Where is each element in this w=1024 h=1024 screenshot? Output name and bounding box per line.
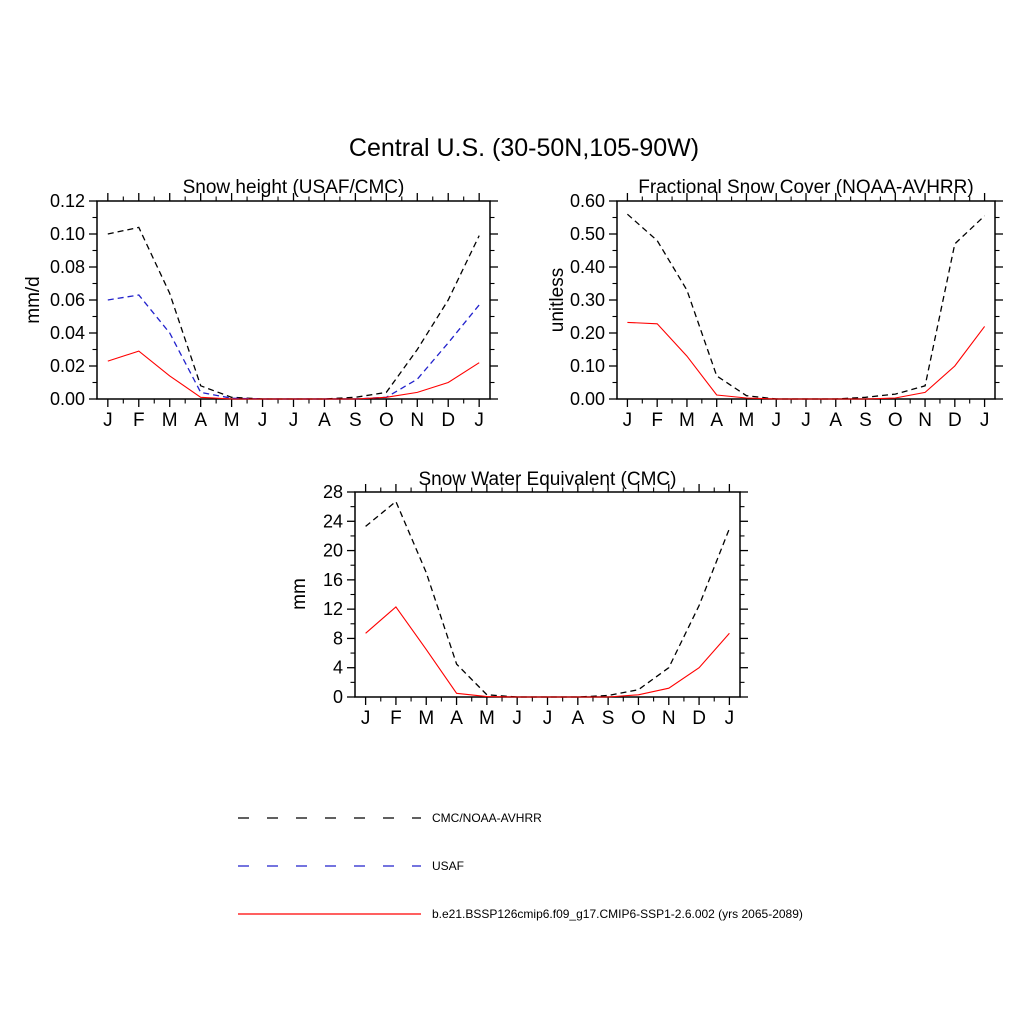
svg-text:S: S [859, 410, 872, 431]
svg-text:M: M [224, 410, 240, 431]
svg-text:F: F [651, 410, 663, 431]
legend-label: USAF [432, 859, 465, 873]
svg-text:0.50: 0.50 [570, 224, 605, 244]
svg-text:J: J [980, 410, 990, 431]
svg-text:S: S [602, 708, 615, 729]
legend-item-cmc-noaa-avhrr: CMC/NOAA-AVHRR [237, 806, 542, 830]
svg-text:J: J [474, 410, 484, 431]
svg-text:0.10: 0.10 [570, 356, 605, 376]
swe-title: Snow Water Equivalent (CMC) [418, 469, 677, 490]
svg-text:J: J [103, 410, 113, 431]
legend-line-dashed-blue [238, 865, 421, 867]
svg-text:A: A [450, 708, 463, 729]
svg-text:O: O [888, 410, 903, 431]
svg-text:A: A [571, 708, 584, 729]
fractional-snow-cover-plot: 0.000.100.200.300.400.500.60J F M A M J J A S O N D… [570, 191, 1003, 431]
svg-text:16: 16 [323, 570, 343, 590]
snow-height-plot: 0.000.020.040.060.080.100.12J F M A M J J A S O N D… [50, 191, 498, 431]
svg-text:S: S [349, 410, 362, 431]
svg-text:A: A [710, 410, 723, 431]
svg-text:O: O [379, 410, 394, 431]
svg-text:J: J [725, 708, 735, 729]
svg-text:J: J [361, 708, 371, 729]
svg-text:N: N [918, 410, 932, 431]
legend-label: CMC/NOAA-AVHRR [432, 811, 542, 825]
svg-text:0.04: 0.04 [50, 323, 85, 343]
svg-text:8: 8 [333, 628, 343, 648]
snow-height-title: Snow height (USAF/CMC) [182, 177, 405, 198]
svg-text:D: D [441, 410, 455, 431]
svg-text:J: J [289, 410, 299, 431]
svg-text:0.00: 0.00 [570, 389, 605, 409]
svg-text:J: J [512, 708, 522, 729]
fractional-snow-cover-title: Fractional Snow Cover (NOAA-AVHRR) [638, 177, 974, 198]
svg-text:0.60: 0.60 [570, 191, 605, 211]
svg-text:0.40: 0.40 [570, 257, 605, 277]
svg-text:20: 20 [323, 541, 343, 561]
svg-text:0.30: 0.30 [570, 290, 605, 310]
svg-text:F: F [390, 708, 402, 729]
svg-text:12: 12 [323, 599, 343, 619]
legend-item-model: b.e21.BSSP126cmip6.f09_g17.CMIP6-SSP1-2.… [237, 902, 803, 926]
svg-text:M: M [162, 410, 178, 431]
svg-text:0.06: 0.06 [50, 290, 85, 310]
svg-text:0.20: 0.20 [570, 323, 605, 343]
legend-item-usaf: USAF [237, 854, 464, 878]
svg-text:A: A [194, 410, 207, 431]
svg-text:D: D [692, 708, 706, 729]
svg-text:N: N [662, 708, 676, 729]
legend-line-dashed-black [238, 817, 421, 819]
svg-text:28: 28 [323, 482, 343, 502]
svg-text:O: O [631, 708, 646, 729]
svg-text:0.08: 0.08 [50, 257, 85, 277]
svg-text:A: A [318, 410, 331, 431]
svg-text:A: A [829, 410, 842, 431]
svg-text:4: 4 [333, 658, 343, 678]
svg-text:M: M [418, 708, 434, 729]
legend-label: b.e21.BSSP126cmip6.f09_g17.CMIP6-SSP1-2.… [432, 907, 803, 921]
svg-text:0: 0 [333, 687, 343, 707]
svg-text:0.10: 0.10 [50, 224, 85, 244]
svg-text:J: J [258, 410, 268, 431]
svg-text:N: N [410, 410, 424, 431]
svg-text:J: J [801, 410, 811, 431]
svg-text:D: D [948, 410, 962, 431]
svg-text:0.00: 0.00 [50, 389, 85, 409]
svg-text:24: 24 [323, 511, 343, 531]
svg-text:0.02: 0.02 [50, 356, 85, 376]
svg-text:F: F [133, 410, 145, 431]
figure-title: Central U.S. (30-50N,105-90W) [348, 134, 700, 162]
legend-line-solid-red [238, 913, 421, 915]
svg-text:J: J [771, 410, 781, 431]
svg-text:J: J [543, 708, 553, 729]
svg-text:J: J [623, 410, 633, 431]
svg-text:0.12: 0.12 [50, 191, 85, 211]
svg-text:M: M [679, 410, 695, 431]
svg-text:M: M [479, 708, 495, 729]
svg-text:M: M [739, 410, 755, 431]
